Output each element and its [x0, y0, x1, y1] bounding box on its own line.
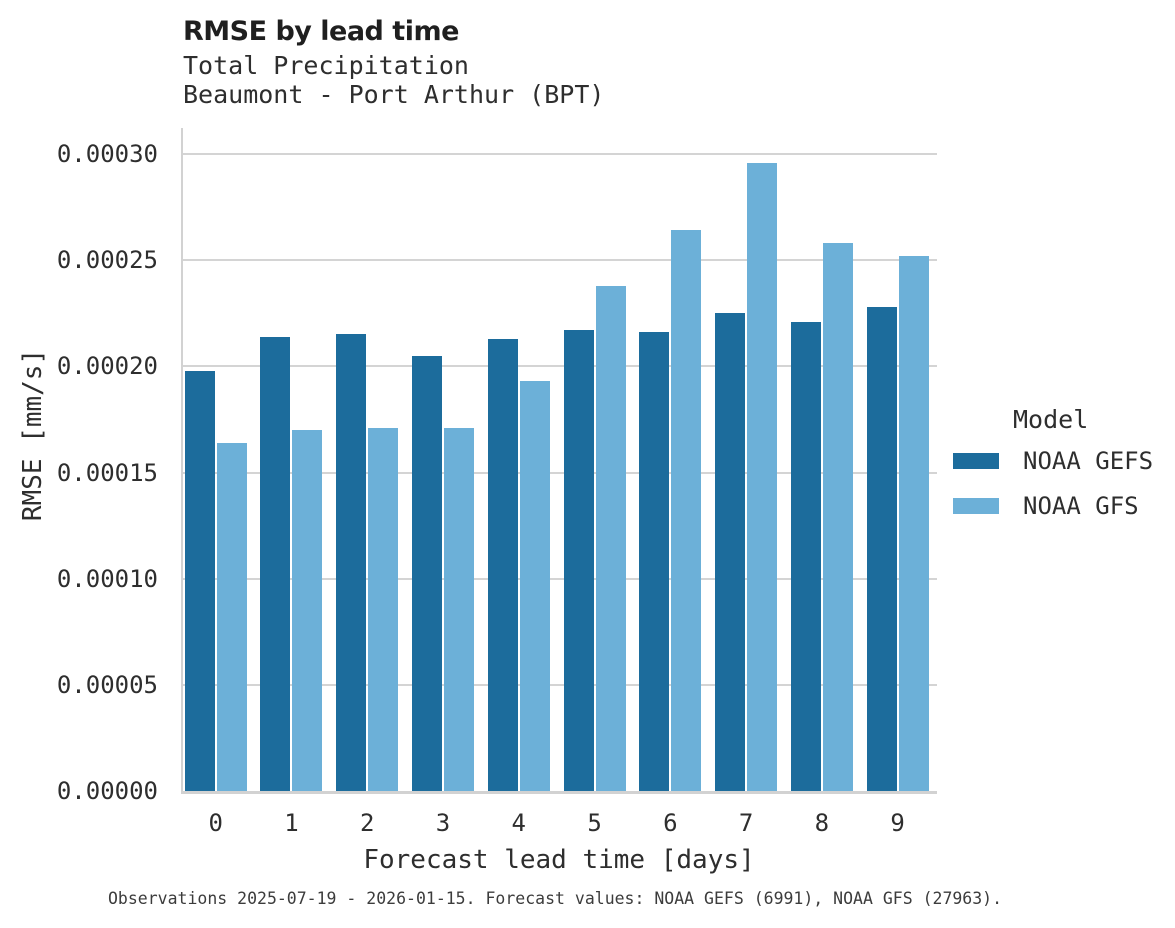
- bar-noaa-gfs-day-2: [368, 427, 399, 791]
- legend: Model NOAA GEFS NOAA GFS: [953, 405, 1173, 537]
- bar-noaa-gfs-day-1: [292, 430, 323, 791]
- y-tick-label: 0.00020: [56, 352, 158, 381]
- legend-swatch-noaa-gefs: [953, 453, 999, 469]
- legend-label-noaa-gfs: NOAA GFS: [1023, 492, 1139, 520]
- x-tick-label: 6: [663, 809, 678, 837]
- y-tick-label: 0.00030: [56, 140, 158, 168]
- chart-caption: Observations 2025-07-19 - 2026-01-15. Fo…: [108, 889, 1003, 908]
- bar-noaa-gefs-day-9: [866, 306, 897, 791]
- bar-noaa-gefs-day-8: [790, 321, 821, 791]
- x-tick-label: 1: [284, 809, 299, 837]
- bar-noaa-gefs-day-4: [487, 338, 518, 791]
- chart-subtitle: Total Precipitation Beaumont - Port Arth…: [183, 51, 604, 109]
- gridline: [183, 259, 937, 262]
- bar-noaa-gfs-day-5: [595, 285, 626, 791]
- bar-noaa-gefs-day-2: [336, 334, 367, 791]
- bar-noaa-gefs-day-3: [412, 355, 442, 791]
- legend-title: Model: [1013, 405, 1089, 434]
- gridline: [183, 683, 937, 686]
- x-tick-label: 3: [435, 809, 451, 837]
- x-tick-label: 2: [360, 809, 375, 837]
- x-tick-label: 5: [587, 809, 602, 837]
- bar-noaa-gfs-day-4: [519, 381, 550, 791]
- x-tick-label: 0: [208, 809, 223, 837]
- gridline: [183, 471, 937, 474]
- bar-noaa-gfs-day-3: [444, 427, 474, 791]
- legend-label-noaa-gefs: NOAA GEFS: [1023, 447, 1154, 475]
- x-axis-title: Forecast lead time [days]: [363, 845, 755, 875]
- bar-noaa-gfs-day-6: [671, 230, 702, 791]
- bar-noaa-gfs-day-0: [216, 442, 247, 791]
- x-tick-label: 8: [814, 809, 830, 837]
- y-tick-label: 0.00005: [56, 670, 158, 699]
- bar-noaa-gefs-day-0: [184, 370, 215, 791]
- legend-swatch-noaa-gfs: [953, 498, 999, 514]
- y-tick-label: 0.00000: [56, 777, 158, 805]
- plot-area: [181, 128, 937, 794]
- chart-subtitle-line-2: Beaumont - Port Arthur (BPT): [183, 80, 605, 109]
- bar-noaa-gfs-day-7: [747, 162, 778, 791]
- bar-noaa-gefs-day-7: [715, 313, 746, 791]
- y-tick-label: 0.00010: [56, 564, 158, 593]
- x-tick-label: 7: [738, 809, 754, 837]
- gridline: [183, 577, 937, 580]
- legend-entry-gefs: NOAA GEFS: [953, 447, 1173, 475]
- bar-noaa-gfs-day-8: [822, 243, 853, 791]
- bar-noaa-gefs-day-6: [639, 332, 670, 791]
- gridline: [183, 153, 937, 155]
- legend-entry-gfs: NOAA GFS: [953, 492, 1173, 520]
- y-tick-label: 0.00015: [56, 458, 158, 487]
- gridline: [183, 365, 937, 368]
- plot-inner: [183, 128, 937, 791]
- bar-noaa-gfs-day-9: [898, 255, 929, 791]
- bar-noaa-gefs-day-1: [260, 336, 291, 791]
- y-tick-label: 0.00025: [56, 246, 158, 275]
- x-tick-label: 9: [890, 809, 905, 837]
- bar-noaa-gefs-day-5: [563, 330, 594, 791]
- x-tick-label: 4: [511, 809, 526, 837]
- chart-subtitle-line-1: Total Precipitation: [183, 51, 469, 80]
- chart-title: RMSE by lead time: [183, 16, 459, 47]
